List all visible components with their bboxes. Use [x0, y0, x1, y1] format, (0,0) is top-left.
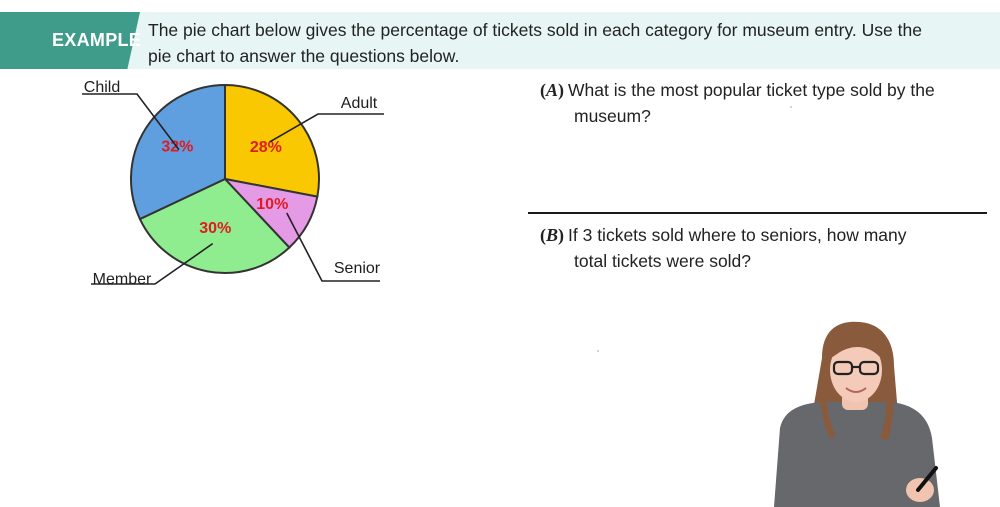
header-band: [0, 12, 1000, 69]
example-tag: [0, 12, 140, 69]
pie-value-label-senior: 10%: [256, 196, 288, 213]
pie-value-label-adult: 28%: [250, 139, 282, 156]
pie-slices: [130, 83, 320, 274]
question-a: (A) What is the most popular ticket type …: [540, 77, 935, 129]
question-b: (B) If 3 tickets sold where to seniors, h…: [540, 222, 907, 274]
callout-line-senior: [286, 212, 380, 282]
example-label: EXAMPLE: [52, 30, 142, 50]
instructions: The pie chart below gives the percentage…: [148, 17, 948, 69]
speck: [790, 106, 792, 108]
pie-callouts: Adult Senior Member Child: [82, 79, 384, 288]
question-b-tag: (B): [540, 225, 565, 245]
presenter-hair-front: [828, 329, 885, 362]
category-label-senior: Senior: [334, 260, 381, 277]
question-a-line-1: (A) What is the most popular ticket type …: [540, 80, 935, 100]
pen: [916, 466, 938, 492]
question-a-line-2: museum?: [574, 106, 651, 126]
category-label-child: Child: [84, 79, 120, 96]
presenter-face: [830, 338, 882, 402]
pie-value-labels: 28%10%30%32%: [161, 138, 288, 236]
question-a-tag: (A): [540, 80, 565, 100]
speck: [597, 350, 599, 352]
question-b-line-2: total tickets were sold?: [574, 251, 752, 271]
category-label-adult: Adult: [341, 95, 378, 112]
section-divider: [528, 212, 987, 214]
category-label-member: Member: [93, 271, 152, 288]
presenter-video: [774, 321, 940, 507]
question-b-line-1: (B) If 3 tickets sold where to seniors, h…: [540, 225, 907, 245]
callout-line-member: [91, 242, 214, 285]
pie-value-label-member: 30%: [199, 220, 231, 237]
instruction-line-2: pie chart to answer the questions below.: [148, 46, 460, 66]
presenter-shirt: [774, 402, 940, 507]
instruction-line-1: The pie chart below gives the percentage…: [148, 20, 922, 40]
callout-line-adult: [269, 113, 384, 143]
presenter-glasses: [832, 360, 880, 376]
callout-line-child: [82, 93, 180, 151]
